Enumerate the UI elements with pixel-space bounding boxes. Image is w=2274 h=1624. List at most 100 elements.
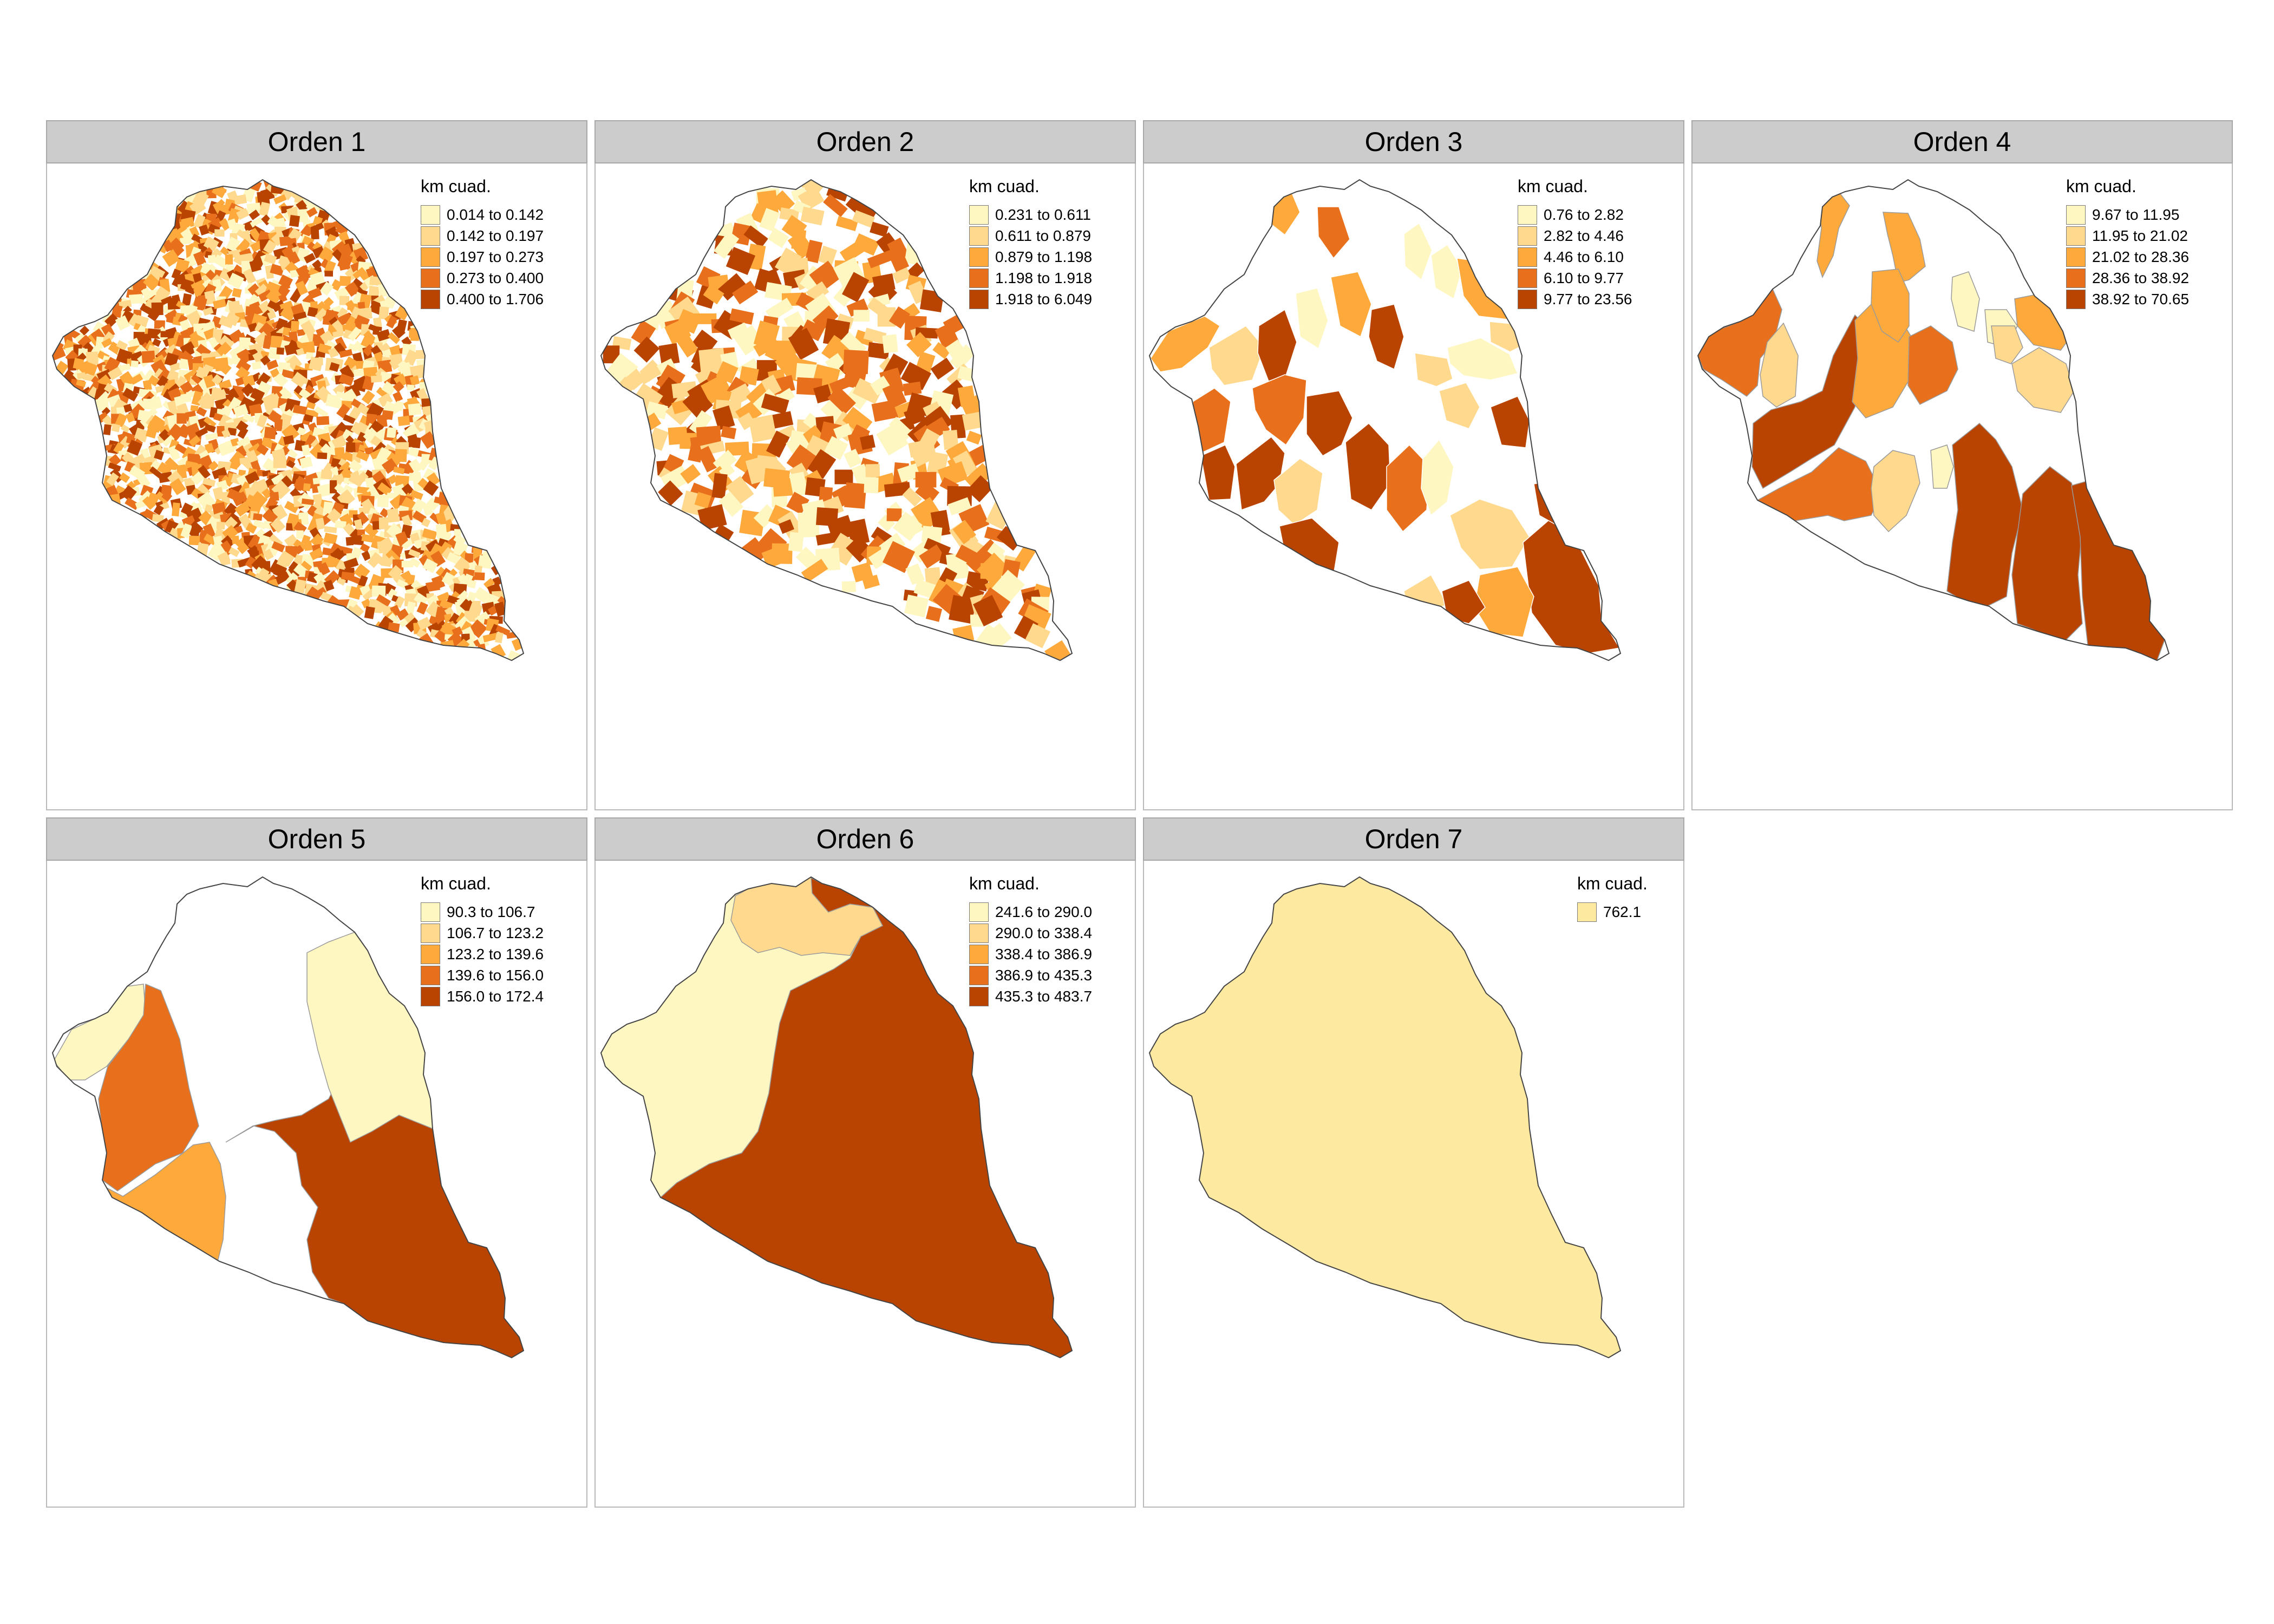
subcatchment — [180, 523, 193, 539]
subcatchment — [904, 405, 926, 427]
subcatchment — [221, 405, 232, 417]
subcatchment — [136, 473, 151, 489]
subcatchment — [357, 529, 365, 535]
subcatchment — [377, 482, 393, 496]
subcatchment — [323, 532, 338, 545]
subcatchment — [863, 328, 887, 345]
subcatchment — [264, 253, 277, 265]
subcatchment — [405, 601, 416, 616]
subcatchment — [689, 410, 713, 436]
subcatchment — [129, 403, 145, 419]
subcatchment — [411, 498, 427, 514]
legend-item: 106.7 to 123.2 — [421, 922, 583, 944]
subcatchment — [407, 436, 421, 449]
subcatchment — [633, 336, 660, 363]
subcatchment — [311, 222, 324, 233]
legend-label: 38.92 to 70.65 — [2092, 290, 2190, 307]
subcatchment — [297, 209, 309, 222]
subcatchment — [122, 363, 131, 371]
subcatchment — [309, 547, 324, 561]
subcatchment — [249, 259, 262, 272]
subcatchment — [387, 508, 400, 523]
subcatchment — [284, 343, 299, 356]
watershed-outline — [51, 179, 525, 662]
subcatchment — [1816, 191, 1850, 278]
subcatchment — [1403, 222, 1433, 281]
subcatchment — [132, 281, 144, 296]
subcatchment — [843, 349, 869, 375]
subcatchment — [966, 475, 994, 502]
subcatchment — [395, 401, 404, 411]
subcatchment — [152, 419, 161, 430]
subcatchment — [143, 273, 160, 291]
legend-swatch — [421, 289, 440, 309]
subcatchment — [120, 424, 130, 433]
subcatchment — [224, 502, 238, 518]
subcatchment — [148, 396, 162, 411]
subcatchment — [915, 480, 939, 505]
subcatchment — [727, 383, 753, 407]
subcatchment — [377, 392, 393, 408]
subcatchment — [203, 416, 217, 428]
subcatchment — [253, 519, 267, 530]
subcatchment — [130, 360, 139, 368]
subcatchment — [826, 515, 855, 542]
subcatchment — [414, 592, 428, 606]
subcatchment — [833, 423, 853, 440]
legend-label: 0.142 to 0.197 — [447, 227, 544, 244]
subcatchment — [697, 446, 719, 473]
map-legend: km cuad. 0.014 to 0.142 0.142 to 0.197 0… — [421, 176, 583, 310]
subcatchment — [883, 541, 916, 573]
subcatchment — [141, 287, 153, 302]
subcatchment — [323, 580, 335, 592]
subcatchment — [325, 555, 341, 568]
legend-swatch — [421, 902, 440, 922]
subcatchment — [198, 378, 213, 393]
panel-title: Orden 4 — [1691, 120, 2233, 163]
subcatchment — [155, 286, 171, 300]
legend-title: km cuad. — [969, 874, 1040, 893]
legend-label: 241.6 to 290.0 — [995, 903, 1093, 920]
subcatchment — [309, 356, 323, 371]
subcatchment — [391, 325, 406, 339]
subcatchment — [294, 479, 303, 492]
subcatchment — [417, 617, 432, 631]
subcatchment — [264, 427, 277, 440]
subcatchment — [277, 550, 295, 567]
subcatchment — [296, 348, 305, 356]
map-panel-orden-1: Orden 1 km cuad. 0.014 to 0.142 0.142 to… — [46, 120, 587, 810]
subcatchment — [467, 579, 476, 589]
legend-label: 1.918 to 6.049 — [995, 290, 1093, 307]
subcatchment — [341, 429, 354, 442]
subcatchment — [152, 514, 164, 523]
subcatchment — [426, 472, 441, 487]
subcatchment — [426, 581, 441, 592]
map-legend: km cuad. 9.67 to 11.95 11.95 to 21.02 21… — [2066, 176, 2229, 310]
subcatchment — [214, 389, 228, 402]
watershed-outline — [51, 876, 525, 1359]
subcatchment — [113, 442, 125, 454]
legend-title: km cuad. — [421, 176, 491, 196]
subcatchment — [354, 519, 363, 530]
subcatchment — [350, 547, 362, 560]
subcatchment — [286, 460, 296, 469]
subcatchment — [1991, 325, 2023, 364]
subcatchment — [237, 427, 249, 439]
subcatchment — [86, 351, 99, 365]
subcatchment — [349, 586, 362, 600]
legend-label: 0.014 to 0.142 — [447, 206, 544, 223]
subcatchment — [175, 258, 190, 274]
watershed-map — [1697, 179, 2170, 662]
subcatchment — [299, 456, 313, 469]
subcatchment — [205, 433, 218, 441]
subcatchment — [263, 548, 274, 561]
subcatchment — [1447, 337, 1519, 381]
subcatchment — [285, 572, 299, 586]
subcatchment — [862, 574, 880, 590]
subcatchment — [193, 214, 206, 229]
subcatchment — [1871, 269, 1910, 343]
subcatchment — [868, 546, 893, 569]
subcatchment — [348, 475, 363, 487]
subcatchment — [257, 191, 270, 206]
subcatchment — [191, 471, 205, 486]
